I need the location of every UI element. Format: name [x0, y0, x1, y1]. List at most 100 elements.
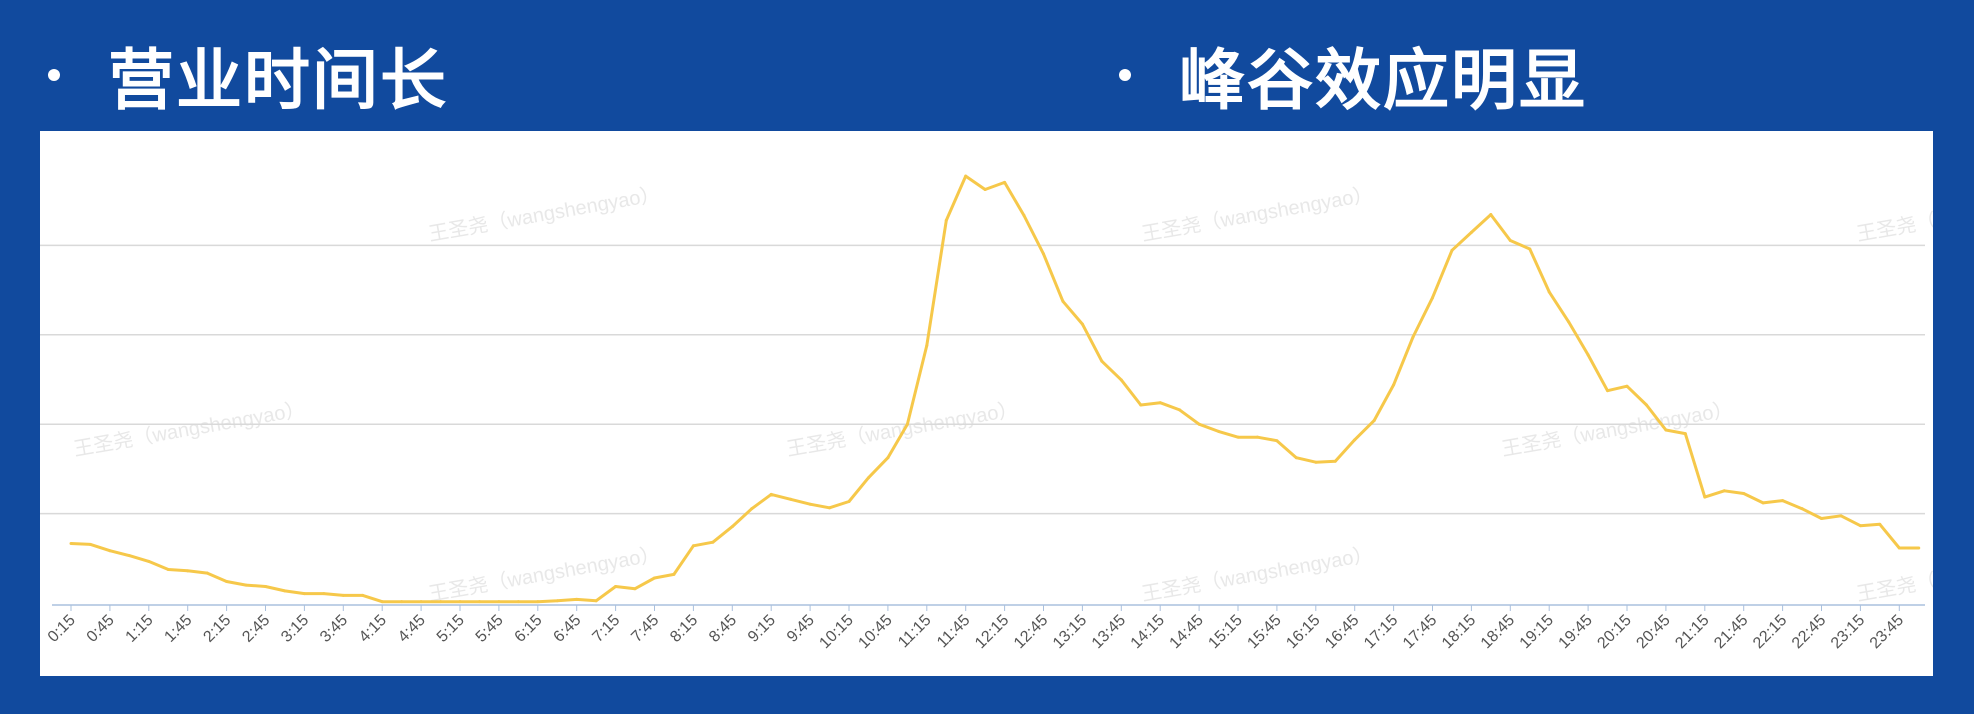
data-point — [1372, 419, 1376, 423]
data-point — [1469, 230, 1473, 234]
data-point — [1917, 546, 1921, 550]
data-point — [1003, 180, 1007, 184]
data-point — [166, 567, 170, 571]
x-tick-label: 7:45 — [628, 612, 662, 646]
watermark-text: 王圣尧（wangshengyao） — [1140, 183, 1375, 246]
x-tick-label: 17:15 — [1361, 612, 1401, 652]
data-point — [283, 589, 287, 593]
data-point — [380, 600, 384, 604]
chart-panel: 王圣尧（wangshengyao） 王圣尧（wangshengyao） 王圣尧（wa… — [40, 131, 1933, 676]
data-point — [147, 559, 151, 563]
x-tick-label: 18:45 — [1478, 612, 1518, 652]
data-point — [1664, 428, 1668, 432]
x-tick-label: 8:15 — [667, 612, 701, 646]
data-point — [1100, 359, 1104, 363]
x-tick-label: 17:45 — [1400, 612, 1440, 652]
data-point — [1820, 517, 1823, 521]
data-point — [1042, 252, 1045, 256]
data-point — [905, 422, 909, 426]
data-point — [1139, 403, 1143, 407]
x-tick-label: 4:45 — [395, 612, 429, 646]
data-point — [1353, 438, 1357, 442]
data-point — [1625, 384, 1629, 388]
data-point — [244, 583, 248, 587]
data-point — [1897, 546, 1901, 550]
data-point — [808, 502, 812, 506]
x-tick-label: 1:15 — [123, 612, 157, 646]
x-tick-label: 2:15 — [200, 612, 234, 646]
watermark-text: 王圣尧（wangshengyao） — [785, 398, 1020, 461]
watermark-text: 王圣尧（wangshengyao） — [427, 543, 662, 606]
data-point — [497, 600, 501, 604]
data-point — [614, 584, 618, 588]
grid-lines — [40, 244, 1925, 515]
heading-left-text: 营业时间长 — [108, 42, 448, 119]
data-point — [302, 592, 306, 596]
data-point — [69, 542, 73, 546]
data-point — [516, 600, 520, 604]
data-point — [691, 544, 695, 548]
x-tick-label: 12:15 — [972, 612, 1012, 652]
watermark-text: 王圣尧（wangshengyao） — [1500, 398, 1735, 461]
data-point — [1080, 322, 1084, 326]
data-point — [1178, 408, 1182, 412]
x-tick-label: 22:15 — [1750, 612, 1790, 652]
data-point — [1878, 522, 1882, 526]
data-point — [127, 554, 131, 558]
data-point — [711, 540, 715, 544]
data-point — [1703, 495, 1707, 499]
data-point — [964, 174, 968, 178]
watermark-text: 王圣尧（wangshengyao） — [1140, 543, 1375, 606]
heading-right-text: 峰谷效应明显 — [1179, 42, 1587, 119]
watermark-text: 王圣尧（wangshengyao） — [72, 398, 307, 461]
data-point — [1431, 296, 1434, 300]
x-tick-label: 7:15 — [589, 612, 623, 646]
data-point — [730, 525, 734, 529]
x-tick-label: 3:45 — [317, 612, 351, 646]
x-tick-label: 10:45 — [855, 612, 895, 652]
data-point — [633, 587, 637, 591]
data-point — [1197, 422, 1201, 426]
x-tick-label: 13:15 — [1050, 612, 1090, 652]
data-point — [575, 597, 579, 601]
x-axis: 0:15 0:45 1:15 1:45 2:15 2:45 3:15 3:45 4:15 4:45… — [45, 604, 1925, 652]
data-point — [1236, 435, 1240, 439]
x-tick-label: 16:15 — [1283, 612, 1323, 652]
data-point — [555, 599, 559, 603]
data-point — [1586, 353, 1590, 357]
data-point — [866, 476, 870, 480]
x-tick-label: 15:15 — [1205, 612, 1245, 652]
data-point — [1761, 501, 1765, 505]
data-point — [1119, 378, 1123, 382]
x-tick-label: 14:15 — [1128, 612, 1168, 652]
line-chart: 王圣尧（wangshengyao） 王圣尧（wangshengyao） 王圣尧（wa… — [40, 174, 1933, 652]
x-tick-label: 10:15 — [816, 612, 856, 652]
data-point — [1606, 389, 1610, 393]
heading-right: 峰谷效应明显 — [1119, 30, 1587, 120]
x-tick-label: 4:15 — [356, 612, 390, 646]
data-point — [1392, 383, 1396, 387]
x-tick-label: 11:15 — [895, 612, 935, 652]
data-point — [1489, 213, 1493, 217]
data-point — [983, 188, 987, 192]
x-tick-label: 23:15 — [1828, 612, 1868, 652]
data-point — [536, 600, 540, 604]
x-tick-label: 0:45 — [84, 612, 118, 646]
x-tick-label: 6:15 — [512, 612, 546, 646]
x-tick-label: 1:45 — [161, 612, 195, 646]
data-point — [1061, 299, 1065, 303]
data-point — [458, 600, 462, 604]
x-tick-label: 11:45 — [934, 612, 974, 652]
x-tick-label: 5:45 — [473, 612, 507, 646]
data-point — [400, 600, 404, 604]
data-point — [322, 592, 326, 596]
series-line — [70, 174, 1919, 604]
series-layer — [69, 174, 1921, 604]
watermark-text: 王圣尧（wangshengyao） — [1855, 543, 1933, 606]
data-point — [769, 492, 773, 496]
data-point — [439, 600, 443, 604]
data-point — [1508, 238, 1512, 242]
data-point — [264, 584, 267, 588]
x-tick-label: 19:45 — [1556, 612, 1596, 652]
data-point — [341, 593, 345, 597]
